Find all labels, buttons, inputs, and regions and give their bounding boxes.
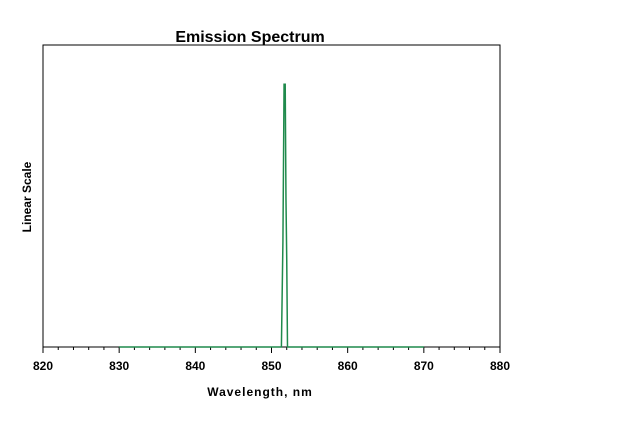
x-tick-label: 860: [338, 359, 358, 373]
x-tick-label: 880: [490, 359, 510, 373]
x-tick-label: 820: [33, 359, 53, 373]
x-tick-label: 870: [414, 359, 434, 373]
chart-title: Emission Spectrum: [175, 29, 324, 46]
x-tick-label: 850: [261, 359, 281, 373]
x-axis-label: Wavelength, nm: [207, 385, 313, 399]
x-tick-label: 830: [109, 359, 129, 373]
plot-frame: [42, 44, 501, 348]
y-axis-label: Linear Scale: [20, 161, 34, 232]
spectrum-line: [119, 83, 424, 348]
x-tick-label: 840: [185, 359, 205, 373]
